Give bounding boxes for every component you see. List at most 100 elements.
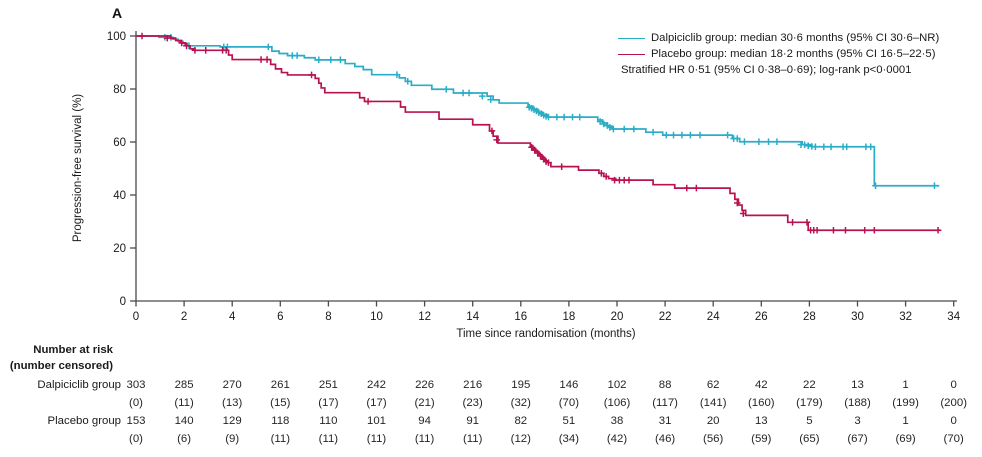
at-risk-count: 140 [174,415,194,427]
legend-item-placebo: Placebo group: median 18·2 months (95% C… [618,46,939,62]
censored-count: (17) [366,397,387,409]
at-risk-count: 20 [706,415,720,427]
censored-count: (42) [606,433,628,445]
hr-annotation-text: Stratified HR 0·51 (95% CI 0·38–0·69); l… [621,64,912,76]
censored-count: (179) [796,397,823,409]
panel-label: A [112,5,123,21]
censored-count: (17) [318,397,339,409]
at-risk-count: 195 [511,379,531,391]
legend-item-dalpiciclib: Dalpiciclib group: median 30·6 months (9… [618,30,939,46]
at-risk-count: 82 [514,415,528,427]
dalpiciclib-group-censor-marks [161,34,938,190]
censored-count: (141) [699,397,727,409]
risk-row-label-dalpiciclib: Dalpiciclib group [37,379,121,391]
at-risk-count: 22 [803,379,816,391]
at-risk-count: 216 [463,379,483,391]
censored-count: (9) [225,433,240,445]
censored-count: (188) [844,397,871,409]
censored-count: (11) [462,433,483,445]
y-tick-label: 60 [113,137,126,149]
x-axis-title: Time since randomisation (months) [456,328,636,340]
at-risk-count: 102 [607,379,627,391]
at-risk-count: 303 [126,379,146,391]
x-tick-label: 34 [947,311,960,323]
at-risk-count: 251 [318,379,338,391]
censored-count: (23) [462,397,483,409]
x-tick-label: 14 [466,311,479,323]
x-tick-label: 4 [229,311,236,323]
x-tick-label: 16 [514,311,527,323]
censored-count: (12) [510,433,531,445]
at-risk-count: 0 [950,415,957,427]
at-risk-count: 91 [466,415,480,427]
at-risk-count: 118 [271,415,290,427]
y-tick-label: 20 [113,243,126,255]
risk-table-header-line2: (number censored) [9,360,113,372]
at-risk-count: 38 [610,415,624,427]
at-risk-count: 101 [366,415,386,427]
x-tick-label: 6 [277,311,283,323]
placebo-group-curve [136,35,941,232]
x-tick-label: 30 [851,311,864,323]
at-risk-count: 42 [754,379,768,391]
at-risk-count: 270 [222,379,242,391]
censored-count: (46) [654,433,676,445]
censored-count: (34) [558,433,580,445]
censored-count: (117) [652,397,678,409]
at-risk-count: 110 [319,415,338,427]
censored-count: (13) [222,397,243,409]
x-tick-label: 22 [659,311,672,323]
placebo-line-swatch [618,53,645,55]
censored-count: (11) [270,433,290,445]
censored-count: (11) [366,433,387,445]
at-risk-count: 153 [126,415,146,427]
at-risk-count: 261 [270,379,290,391]
at-risk-count: 1 [902,379,909,391]
censored-count: (200) [940,397,967,409]
censored-count: (15) [270,397,291,409]
at-risk-count: 0 [950,379,957,391]
legend-hr-annotation: Stratified HR 0·51 (95% CI 0·38–0·69); l… [618,62,939,78]
at-risk-count: 285 [174,379,194,391]
at-risk-count: 62 [706,379,720,391]
legend-label-placebo: Placebo group: median 18·2 months (95% C… [651,48,936,60]
legend-label-dalpiciclib: Dalpiciclib group: median 30·6 months (9… [651,32,940,44]
censored-count: (106) [603,397,631,409]
legend: Dalpiciclib group: median 30·6 months (9… [618,30,939,78]
x-tick-label: 2 [181,311,187,323]
x-tick-label: 32 [899,311,912,323]
dalpiciclib-line-swatch [618,37,645,39]
at-risk-count: 5 [806,415,813,427]
censored-count: (11) [174,397,194,409]
censored-count: (21) [414,397,435,409]
censored-count: (11) [414,433,435,445]
at-risk-count: 51 [562,415,576,427]
x-tick-label: 12 [418,311,431,323]
x-tick-label: 26 [755,311,768,323]
at-risk-count: 88 [658,379,672,391]
x-tick-label: 20 [611,311,624,323]
censored-count: (0) [129,397,143,409]
censored-count: (199) [892,397,919,409]
censored-count: (70) [558,397,580,409]
x-tick-label: 28 [803,311,816,323]
at-risk-count: 13 [754,415,768,427]
at-risk-count: 3 [854,415,861,427]
y-tick-label: 0 [120,296,126,308]
at-risk-count: 129 [222,415,242,427]
censored-count: (0) [129,433,143,445]
censored-count: (6) [177,433,192,445]
at-risk-count: 146 [559,379,579,391]
censored-count: (69) [895,433,916,445]
placebo-group-censor-marks [138,32,942,234]
y-tick-label: 100 [107,31,126,43]
at-risk-count: 242 [366,379,386,391]
censored-count: (65) [799,433,820,445]
censored-count: (59) [751,433,772,445]
censored-count: (70) [943,433,964,445]
x-tick-label: 0 [133,311,139,323]
y-tick-label: 80 [113,84,126,96]
censored-count: (32) [510,397,531,409]
